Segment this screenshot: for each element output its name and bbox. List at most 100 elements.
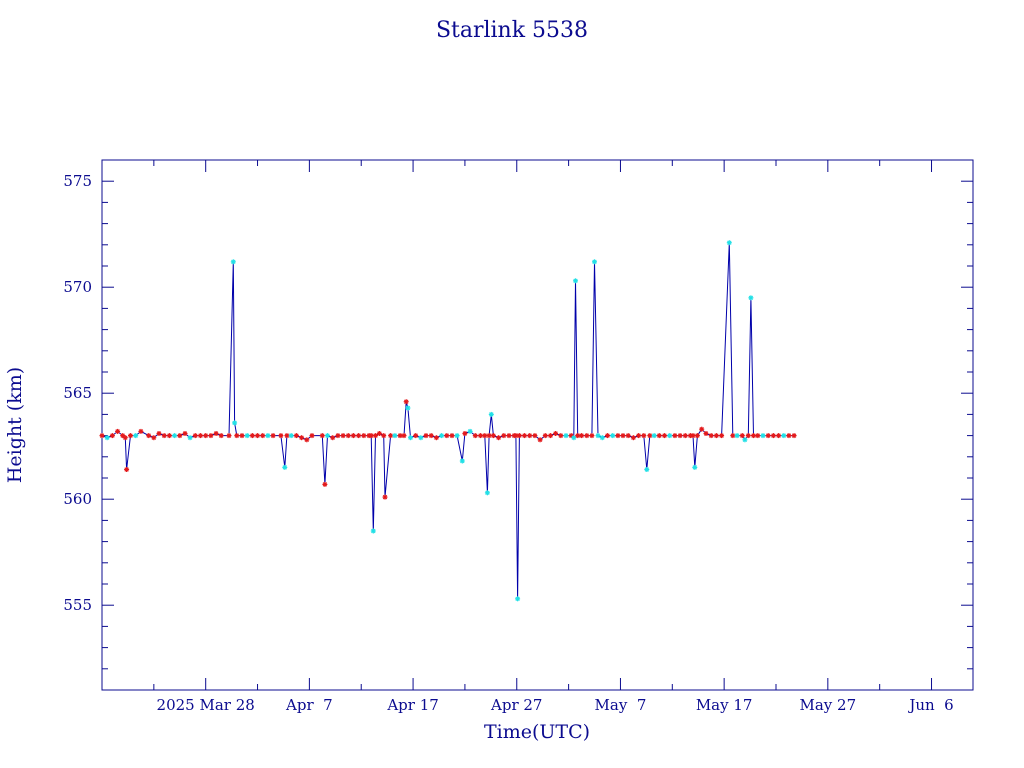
data-point <box>760 433 766 439</box>
data-point <box>192 433 198 439</box>
data-point <box>641 433 647 439</box>
data-point <box>454 433 460 439</box>
data-point <box>239 433 245 439</box>
data-point <box>172 433 178 439</box>
data-point <box>791 433 797 439</box>
data-point <box>522 433 527 439</box>
data-point <box>226 433 232 439</box>
axis-ticks <box>101 159 973 691</box>
data-point <box>459 458 465 464</box>
data-point <box>115 428 121 434</box>
data-point <box>605 433 610 439</box>
data-point <box>667 433 673 439</box>
y-tick-label: 565 <box>63 384 92 402</box>
data-point <box>166 433 172 439</box>
chart-title: Starlink 5538 <box>436 18 588 43</box>
data-point <box>304 437 310 443</box>
data-point <box>786 433 792 439</box>
x-tick-label: Apr 27 <box>490 696 542 714</box>
data-point <box>439 433 445 439</box>
data-point <box>270 433 276 439</box>
data-point <box>589 433 595 439</box>
data-point <box>161 433 167 439</box>
data-point <box>745 433 751 439</box>
data-point <box>781 433 787 439</box>
data-point <box>213 431 219 436</box>
data-point <box>124 467 130 472</box>
data-point <box>288 433 294 439</box>
data-point <box>599 435 605 441</box>
data-point <box>584 433 590 439</box>
data-point <box>467 428 473 434</box>
x-tick-label: May 17 <box>696 696 753 714</box>
data-point <box>403 399 409 405</box>
data-point <box>382 494 388 500</box>
x-tick-label: May 27 <box>800 696 857 714</box>
data-point <box>299 435 305 441</box>
data-point <box>719 433 725 439</box>
data-point <box>515 596 521 602</box>
data-point <box>413 433 419 439</box>
y-tick-label: 570 <box>63 278 92 296</box>
data-point <box>388 433 394 439</box>
data-point <box>776 433 782 439</box>
data-point <box>260 433 266 439</box>
data-point <box>472 433 478 439</box>
data-point <box>373 433 378 439</box>
data-point <box>484 490 490 496</box>
data-point <box>244 433 250 439</box>
data-point <box>553 431 559 436</box>
data-point <box>133 433 139 439</box>
data-point <box>423 433 429 439</box>
data-point <box>218 433 224 439</box>
data-point <box>381 433 387 439</box>
data-point <box>625 433 631 439</box>
data-point <box>575 433 581 439</box>
data-point <box>690 433 696 439</box>
data-point <box>708 433 714 439</box>
data-point <box>682 433 688 439</box>
data-point <box>742 437 748 443</box>
data-point <box>309 433 315 439</box>
data-point <box>356 433 362 439</box>
data-point <box>138 428 144 434</box>
data-point <box>177 433 183 439</box>
data-point <box>376 431 382 436</box>
data-point <box>146 433 152 439</box>
data-point <box>703 431 709 436</box>
data-point <box>770 433 776 439</box>
data-point <box>482 433 488 439</box>
y-tick-label: 560 <box>63 490 92 508</box>
data-point <box>501 433 507 439</box>
data-point <box>532 433 538 439</box>
data-point <box>401 433 407 439</box>
data-point <box>330 435 336 441</box>
data-point <box>656 433 662 439</box>
data-point <box>527 433 533 439</box>
data-point <box>284 433 290 439</box>
x-axis-label: Time(UTC) <box>484 721 590 743</box>
data-point <box>325 433 330 439</box>
data-point <box>751 433 756 439</box>
data-point <box>265 433 271 439</box>
data-point <box>726 240 732 246</box>
data-point <box>340 433 346 439</box>
data-point <box>370 528 376 534</box>
data-point <box>647 433 653 439</box>
data-point <box>109 433 115 439</box>
data-point <box>418 435 424 441</box>
data-point <box>350 433 356 439</box>
data-point <box>449 433 455 439</box>
data-point <box>573 278 578 284</box>
data-point <box>203 433 209 439</box>
x-tick-label: May 7 <box>595 696 647 714</box>
data-point <box>182 431 188 436</box>
data-point <box>230 259 236 265</box>
data-point <box>592 259 597 265</box>
data-point <box>755 433 761 439</box>
data-point <box>620 433 626 439</box>
data-point <box>282 464 288 470</box>
data-point <box>516 433 522 439</box>
data-point <box>234 433 240 439</box>
x-tick-label: 2025 Mar 28 <box>157 696 255 714</box>
